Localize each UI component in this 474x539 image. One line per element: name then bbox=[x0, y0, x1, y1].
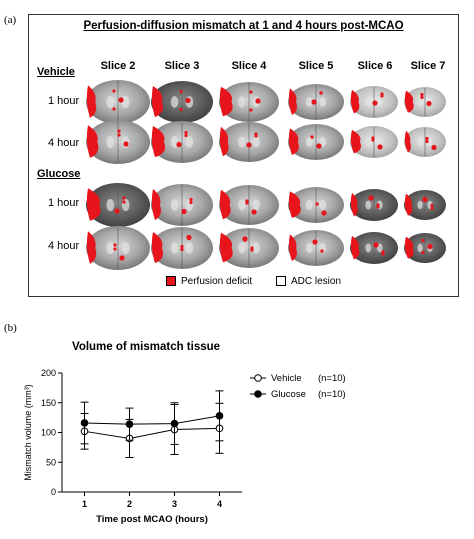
brain-slice-image bbox=[350, 126, 398, 158]
brain-slice-image bbox=[288, 230, 344, 266]
brain-slice-image bbox=[350, 232, 398, 264]
legend-n: (n=10) bbox=[318, 389, 346, 400]
brain-slice-image bbox=[219, 82, 279, 122]
brain-slice-image bbox=[288, 84, 344, 120]
brain-slice-image bbox=[288, 187, 344, 223]
brain-slice-image bbox=[350, 189, 398, 221]
brain-slice-image bbox=[86, 80, 150, 124]
legend-marker bbox=[254, 390, 262, 398]
brain-slice-image bbox=[404, 233, 446, 263]
slice-header-6: Slice 6 bbox=[357, 60, 393, 72]
slice-header-5: Slice 5 bbox=[298, 60, 334, 72]
legend-n: (n=10) bbox=[318, 373, 346, 384]
group-label-vehicle: Vehicle bbox=[37, 66, 75, 78]
legend-label: Glucose bbox=[271, 389, 306, 400]
panel-a-frame bbox=[28, 14, 459, 297]
brain-slice-image bbox=[151, 121, 213, 163]
series-line-vehicle bbox=[84, 427, 220, 439]
brain-slice-image bbox=[151, 227, 213, 269]
legend-label-adc: ADC lesion bbox=[291, 276, 342, 287]
data-point-glucose bbox=[80, 419, 89, 427]
brain-slice-image bbox=[404, 87, 446, 117]
legend-swatch-perfusion bbox=[166, 276, 176, 286]
panel-a-label: (a) bbox=[4, 14, 17, 26]
x-tick-label: 1 bbox=[82, 499, 87, 509]
brain-slice-image bbox=[151, 184, 213, 226]
row-label-vehicle-4h: 4 hour bbox=[48, 137, 80, 149]
x-tick-label: 4 bbox=[217, 499, 222, 509]
legend-marker bbox=[254, 374, 262, 382]
series-line-glucose bbox=[84, 415, 220, 425]
row-label-glucose-4h: 4 hour bbox=[48, 240, 80, 252]
group-label-glucose: Glucose bbox=[37, 168, 81, 180]
data-point-glucose bbox=[125, 420, 134, 428]
brain-slice-image bbox=[86, 226, 150, 270]
panel-a-title: Perfusion-diffusion mismatch at 1 and 4 … bbox=[83, 20, 404, 32]
data-point-glucose bbox=[215, 412, 224, 420]
panel-b-title: Volume of mismatch tissue bbox=[72, 341, 221, 353]
row-label-glucose-1h: 1 hour bbox=[48, 197, 80, 209]
brain-slice-image bbox=[219, 228, 279, 268]
y-tick-label: 50 bbox=[46, 457, 56, 467]
y-tick-label: 0 bbox=[51, 487, 56, 497]
slice-header-7: Slice 7 bbox=[410, 60, 446, 72]
y-tick-label: 100 bbox=[41, 428, 56, 438]
brain-slice-image bbox=[288, 124, 344, 160]
brain-slice-image bbox=[86, 183, 150, 227]
legend-swatch-adc bbox=[276, 276, 286, 286]
brain-slice-image bbox=[404, 190, 446, 220]
y-tick-label: 200 bbox=[41, 368, 56, 378]
brain-slice-image bbox=[151, 81, 213, 123]
row-label-vehicle-1h: 1 hour bbox=[48, 95, 80, 107]
y-axis-label: Mismatch volume (mm³) bbox=[23, 384, 33, 481]
brain-slice-image bbox=[404, 127, 446, 157]
legend-label: Vehicle bbox=[271, 373, 302, 384]
x-axis-label: Time post MCAO (hours) bbox=[96, 514, 208, 525]
mismatch-volume-chart: 0 50 100 150 200 1 2 3 4 Time post MCAO (hours) Mi… bbox=[23, 368, 346, 525]
panel-b-label: (b) bbox=[4, 322, 17, 334]
y-tick-label: 150 bbox=[41, 398, 56, 408]
x-tick-label: 2 bbox=[127, 499, 132, 509]
brain-slice-image bbox=[86, 120, 150, 164]
slice-header-3: Slice 3 bbox=[164, 60, 200, 72]
brain-slice-image bbox=[219, 185, 279, 225]
brain-slice-image bbox=[219, 122, 279, 162]
data-point-glucose bbox=[170, 419, 179, 428]
slice-header-2: Slice 2 bbox=[100, 60, 136, 72]
x-tick-label: 3 bbox=[172, 499, 177, 509]
legend-label-perfusion: Perfusion deficit bbox=[181, 276, 253, 287]
slice-header-4: Slice 4 bbox=[231, 60, 267, 72]
brain-slice-image bbox=[350, 86, 398, 118]
